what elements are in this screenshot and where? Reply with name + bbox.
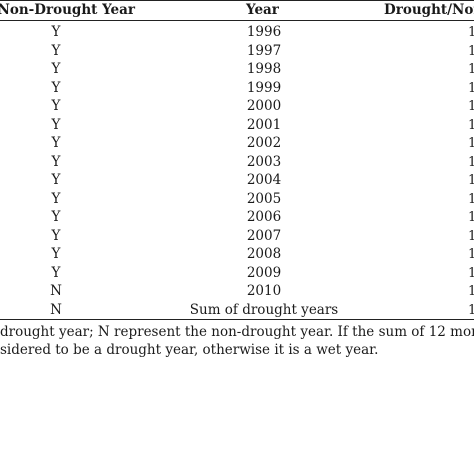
year-value: 2001: [246, 116, 282, 133]
header-drought-non-drought: Drought/Nor: [384, 2, 474, 18]
drought-count-cell: 1: [468, 284, 474, 299]
year-value: 2008: [246, 246, 282, 262]
table-top-rule: [0, 0, 474, 1]
table-row: Y 1999 1: [0, 79, 474, 98]
drought-flag-value: Y: [51, 24, 61, 40]
year-value: 2003: [246, 153, 282, 170]
drought-count-cell: 1: [468, 228, 474, 244]
drought-flag-value: Y: [51, 61, 61, 77]
drought-count-cell: 1: [468, 117, 474, 133]
drought-flag-value: Y: [51, 190, 61, 207]
year-value: 2002: [246, 135, 282, 151]
drought-count-cell: 1: [468, 191, 474, 207]
drought-count-cell: 1: [468, 43, 474, 59]
table-row: Y 2006 1: [0, 208, 474, 227]
drought-flag-value: Y: [51, 172, 61, 188]
table-row: Y 2004 1: [0, 171, 474, 190]
drought-count-cell: 1: [468, 25, 474, 40]
table-footnote-line-1: drought year; N represent the non-drough…: [0, 324, 474, 340]
drought-flag-value: Y: [51, 42, 61, 59]
table-row: Y 2002 1: [0, 134, 474, 153]
drought-count-cell: 1: [468, 265, 474, 281]
table-row: N Sum of drought years 1: [0, 301, 474, 320]
drought-count-cell: 1: [468, 99, 474, 114]
drought-count-cell: 1: [468, 136, 474, 151]
table-row: Y 1998 1: [0, 60, 474, 79]
year-value: 2010: [246, 283, 282, 299]
year-value: 2007: [246, 227, 282, 244]
table-footnote-line-2: sidered to be a drought year, otherwise …: [0, 342, 379, 358]
year-value: 1999: [246, 79, 282, 96]
drought-count-cell: 1: [468, 173, 474, 188]
drought-flag-value: Y: [51, 264, 61, 281]
table-row: Y 2009 1: [0, 264, 474, 283]
table-row: Y 2007 1: [0, 227, 474, 246]
table-row: Y 2008 1: [0, 245, 474, 264]
drought-flag-value: N: [50, 301, 62, 318]
year-value: 2000: [246, 98, 282, 114]
drought-flag-value: Y: [51, 209, 61, 225]
drought-flag-value: Y: [51, 227, 61, 244]
drought-flag-value: Y: [51, 135, 61, 151]
drought-flag-value: Y: [51, 98, 61, 114]
drought-count-cell: 1: [468, 210, 474, 225]
year-value: Sum of drought years: [189, 301, 339, 318]
table-row: Y 2001 1: [0, 116, 474, 135]
table-row: Y 1996 1: [0, 23, 474, 42]
year-value: 1997: [246, 42, 282, 59]
table-row: N 2010 1: [0, 282, 474, 301]
header-year: Year: [246, 2, 279, 18]
drought-flag-value: Y: [51, 116, 61, 133]
year-value: 2009: [246, 264, 282, 281]
drought-flag-value: Y: [51, 153, 61, 170]
header-drought-non-drought-year: ht/Non-Drought Year: [0, 2, 135, 18]
year-value: 1998: [246, 61, 282, 77]
drought-flag-value: Y: [51, 246, 61, 262]
drought-count-cell: 1: [468, 302, 474, 318]
year-value: 2006: [246, 209, 282, 225]
table-row: Y 2000 1: [0, 97, 474, 116]
year-value: 2005: [246, 190, 282, 207]
year-value: 1996: [246, 24, 282, 40]
year-value: 2004: [246, 172, 282, 188]
drought-flag-value: Y: [51, 79, 61, 96]
drought-count-cell: 1: [468, 154, 474, 170]
table-header-rule: [0, 20, 474, 21]
table-row: Y 2005 1: [0, 190, 474, 209]
drought-count-cell: 1: [468, 80, 474, 96]
table-row: Y 1997 1: [0, 42, 474, 61]
drought-count-cell: 1: [468, 247, 474, 262]
table-bottom-rule: [0, 319, 474, 320]
drought-flag-value: N: [50, 283, 62, 299]
drought-count-cell: 1: [468, 62, 474, 77]
table-row: Y 2003 1: [0, 153, 474, 172]
